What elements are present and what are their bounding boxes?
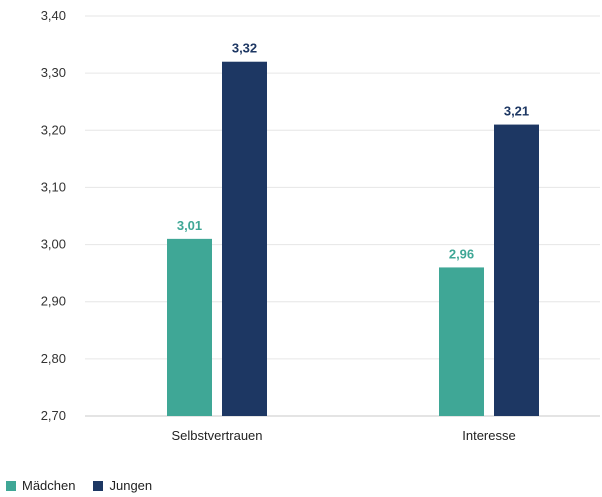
- bar-maedchen-selbstvertrauen: [167, 239, 212, 416]
- x-category-label: Selbstvertrauen: [171, 428, 262, 443]
- legend-label-jungen: Jungen: [109, 478, 152, 493]
- legend: Mädchen Jungen: [6, 478, 152, 493]
- y-tick-label: 3,00: [41, 237, 66, 252]
- y-tick-label: 2,80: [41, 351, 66, 366]
- y-tick-label: 2,90: [41, 294, 66, 309]
- legend-swatch-maedchen: [6, 481, 16, 491]
- bar-chart: 2,70 2,80 2,90 3,00 3,10 3,20 3,30 3,40 3,01 3,32…: [0, 0, 602, 470]
- data-label: 3,21: [504, 104, 529, 119]
- y-tick-label: 3,10: [41, 179, 66, 194]
- data-label: 3,32: [232, 41, 257, 56]
- bar-jungen-selbstvertrauen: [222, 62, 267, 416]
- data-label: 2,96: [449, 246, 474, 261]
- legend-swatch-jungen: [93, 481, 103, 491]
- y-tick-label: 3,20: [41, 122, 66, 137]
- bar-maedchen-interesse: [439, 267, 484, 416]
- data-label: 3,01: [177, 218, 202, 233]
- y-tick-label: 3,30: [41, 65, 66, 80]
- y-tick-label: 2,70: [41, 408, 66, 423]
- legend-item-jungen: Jungen: [93, 478, 152, 493]
- legend-item-maedchen: Mädchen: [6, 478, 75, 493]
- x-category-label: Interesse: [462, 428, 515, 443]
- bar-jungen-interesse: [494, 125, 539, 416]
- legend-label-maedchen: Mädchen: [22, 478, 75, 493]
- y-tick-label: 3,40: [41, 8, 66, 23]
